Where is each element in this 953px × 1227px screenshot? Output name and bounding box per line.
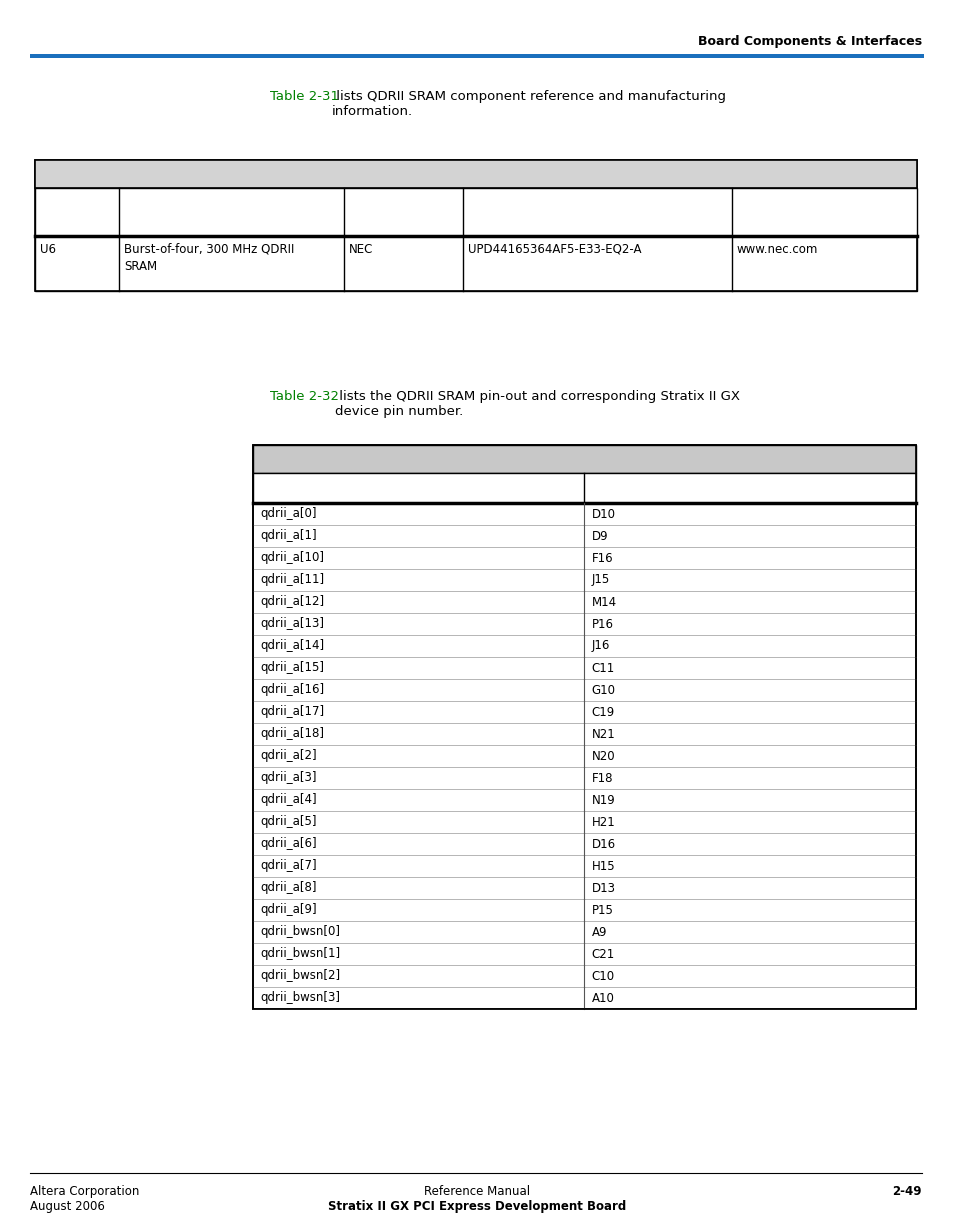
Text: H15: H15	[591, 859, 615, 872]
Text: Schematic Signal Name: Schematic Signal Name	[335, 481, 501, 494]
Text: 2-49: 2-49	[892, 1185, 921, 1198]
Bar	[253, 445, 915, 472]
Text: F16: F16	[591, 551, 613, 564]
Bar	[35, 236, 916, 291]
Text: qdrii_a[12]: qdrii_a[12]	[260, 595, 324, 609]
Text: D16: D16	[591, 838, 615, 850]
Text: qdrii_bwsn[0]: qdrii_bwsn[0]	[260, 925, 339, 939]
Text: Board
Reference: Board Reference	[43, 198, 111, 227]
Text: A9: A9	[591, 925, 606, 939]
Text: www.nec.com: www.nec.com	[736, 243, 818, 256]
Text: P16: P16	[591, 617, 613, 631]
Text: August 2006: August 2006	[30, 1200, 105, 1214]
Bar	[35, 160, 916, 188]
Text: U6: U6	[40, 243, 56, 256]
Text: Manufacturer
Website: Manufacturer Website	[779, 198, 868, 227]
Text: C10: C10	[591, 969, 614, 983]
Text: Table 2-32: Table 2-32	[270, 390, 338, 402]
Text: N19: N19	[591, 794, 615, 806]
Text: A10: A10	[591, 991, 614, 1005]
Text: J16: J16	[591, 639, 609, 653]
Text: Stratix II GX PCI Express Development Board: Stratix II GX PCI Express Development Bo…	[328, 1200, 625, 1214]
Text: lists the QDRII SRAM pin-out and corresponding Stratix II GX
device pin number.: lists the QDRII SRAM pin-out and corresp…	[335, 390, 740, 418]
Text: Table 2-31. QDRII SRAM Component Reference and Manufacturing Information: Table 2-31. QDRII SRAM Component Referen…	[42, 168, 582, 180]
Text: Stratix II GX Pin Number: Stratix II GX Pin Number	[663, 481, 836, 494]
Text: C11: C11	[591, 661, 614, 675]
Text: qdrii_a[17]: qdrii_a[17]	[260, 706, 324, 719]
Text: qdrii_a[10]: qdrii_a[10]	[260, 551, 324, 564]
Text: Table 2-32.  QDRII SRAM Pin-Out  (Part 1 of 4): Table 2-32. QDRII SRAM Pin-Out (Part 1 o…	[260, 453, 575, 465]
Text: P15: P15	[591, 903, 613, 917]
Text: J15: J15	[591, 573, 609, 587]
Text: qdrii_a[15]: qdrii_a[15]	[260, 661, 324, 675]
Bar	[253, 472, 915, 503]
Text: qdrii_a[3]: qdrii_a[3]	[260, 772, 316, 784]
Bar	[253, 445, 915, 1009]
Bar	[253, 445, 915, 1009]
Text: qdrii_a[13]: qdrii_a[13]	[260, 617, 324, 631]
Text: D10: D10	[591, 508, 615, 520]
Text: NEC: NEC	[349, 243, 373, 256]
Text: qdrii_a[1]: qdrii_a[1]	[260, 530, 316, 542]
Text: qdrii_a[8]: qdrii_a[8]	[260, 881, 316, 894]
Text: G10: G10	[591, 683, 615, 697]
Text: qdrii_a[11]: qdrii_a[11]	[260, 573, 324, 587]
Text: D13: D13	[591, 881, 615, 894]
Text: C19: C19	[591, 706, 614, 719]
Text: C21: C21	[591, 947, 614, 961]
Text: D9: D9	[591, 530, 607, 542]
Text: qdrii_a[16]: qdrii_a[16]	[260, 683, 324, 697]
Text: qdrii_a[4]: qdrii_a[4]	[260, 794, 316, 806]
Text: qdrii_bwsn[3]: qdrii_bwsn[3]	[260, 991, 339, 1005]
Text: Table 2-31: Table 2-31	[270, 90, 338, 103]
Text: Altera Corporation: Altera Corporation	[30, 1185, 139, 1198]
Text: UPD44165364AF5-E33-EQ2-A: UPD44165364AF5-E33-EQ2-A	[467, 243, 640, 256]
Text: qdrii_bwsn[1]: qdrii_bwsn[1]	[260, 947, 340, 961]
Text: qdrii_a[14]: qdrii_a[14]	[260, 639, 324, 653]
Text: qdrii_a[18]: qdrii_a[18]	[260, 728, 324, 741]
Text: Board Components & Interfaces: Board Components & Interfaces	[698, 36, 921, 49]
Text: F18: F18	[591, 772, 613, 784]
Text: Device Description: Device Description	[169, 205, 294, 218]
Text: qdrii_bwsn[2]: qdrii_bwsn[2]	[260, 969, 340, 983]
Text: qdrii_a[5]: qdrii_a[5]	[260, 816, 316, 828]
Text: qdrii_a[0]: qdrii_a[0]	[260, 508, 316, 520]
Text: M14: M14	[591, 595, 616, 609]
Text: qdrii_a[9]: qdrii_a[9]	[260, 903, 316, 917]
Text: Reference Manual: Reference Manual	[423, 1185, 530, 1198]
Bar	[35, 188, 916, 236]
Text: qdrii_a[6]: qdrii_a[6]	[260, 838, 316, 850]
Text: H21: H21	[591, 816, 615, 828]
Text: qdrii_a[7]: qdrii_a[7]	[260, 859, 316, 872]
Bar	[30, 54, 923, 58]
Text: lists QDRII SRAM component reference and manufacturing
information.: lists QDRII SRAM component reference and…	[332, 90, 725, 118]
Text: Manufacturer: Manufacturer	[357, 205, 448, 218]
Text: N21: N21	[591, 728, 615, 741]
Text: qdrii_a[2]: qdrii_a[2]	[260, 750, 316, 762]
Text: N20: N20	[591, 750, 615, 762]
Text: Manufacturer Part Number: Manufacturer Part Number	[507, 205, 686, 218]
Bar	[35, 160, 916, 291]
Text: Burst-of-four, 300 MHz QDRII
SRAM: Burst-of-four, 300 MHz QDRII SRAM	[124, 243, 294, 272]
